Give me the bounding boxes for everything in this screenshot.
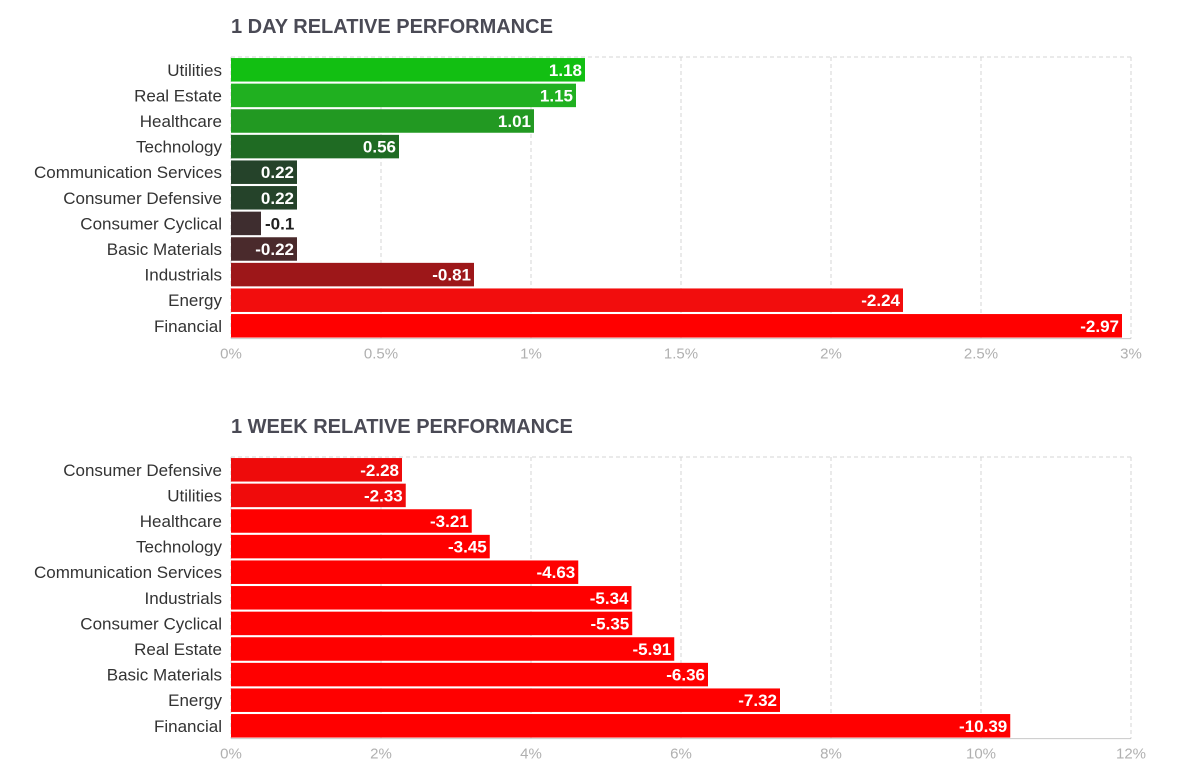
category-label: Energy — [168, 691, 222, 710]
category-label: Technology — [136, 538, 223, 557]
chart-title: 1 WEEK RELATIVE PERFORMANCE — [231, 416, 573, 438]
x-tick-label: 2.5% — [964, 346, 998, 363]
category-label: Real Estate — [134, 86, 222, 105]
bar — [231, 186, 297, 210]
category-label: Industrials — [145, 589, 222, 608]
bar — [231, 560, 579, 584]
category-label: Financial — [154, 717, 222, 736]
data-label: -10.39 — [959, 717, 1007, 736]
data-label: -0.22 — [255, 240, 294, 259]
bar — [231, 637, 675, 661]
category-label: Healthcare — [140, 512, 222, 531]
category-label: Energy — [168, 291, 222, 310]
bar — [231, 314, 1122, 338]
data-label: -6.36 — [666, 666, 705, 685]
data-label: 1.15 — [540, 86, 573, 105]
bar — [231, 688, 780, 712]
x-tick-label: 2% — [820, 346, 842, 363]
data-label: -5.34 — [590, 589, 629, 608]
x-tick-label: 4% — [520, 746, 542, 763]
bar — [231, 237, 297, 261]
category-label: Communication Services — [34, 563, 222, 582]
x-tick-label: 0% — [220, 746, 242, 763]
x-tick-label: 10% — [966, 746, 996, 763]
data-label: -3.45 — [448, 538, 487, 557]
bar — [231, 714, 1011, 738]
data-label: -5.91 — [633, 640, 672, 659]
bar — [231, 534, 490, 559]
data-label: -7.32 — [738, 691, 777, 710]
data-label: 1.18 — [549, 61, 582, 80]
chart-title: 1 DAY RELATIVE PERFORMANCE — [231, 16, 553, 38]
category-label: Industrials — [145, 266, 222, 285]
data-label: -2.97 — [1080, 317, 1119, 336]
day-performance-chart: 0% 0.5% 1% 1.5% 2% 2.5% 3% Utilities 1.18 Real Es… — [34, 56, 1142, 363]
data-label: -0.81 — [432, 266, 471, 285]
x-tick-label: 0% — [220, 346, 242, 363]
x-tick-label: 1% — [520, 346, 542, 363]
category-label: Real Estate — [134, 640, 222, 659]
category-label: Utilities — [167, 486, 222, 505]
data-label: -5.35 — [591, 614, 630, 633]
bar — [231, 109, 534, 133]
category-label: Consumer Defensive — [63, 189, 222, 208]
data-label: 1.01 — [498, 112, 531, 131]
x-tick-label: 2% — [370, 746, 392, 763]
x-tick-label: 1.5% — [664, 346, 698, 363]
category-label: Consumer Cyclical — [80, 214, 222, 233]
category-label: Utilities — [167, 61, 222, 80]
data-label: -2.24 — [861, 291, 900, 310]
week-performance-chart: 0% 2% 4% 6% 8% 10% 12% Consumer Defensive -2.28 U… — [34, 456, 1146, 763]
data-label: -4.63 — [537, 563, 576, 582]
bar — [231, 586, 632, 610]
category-label: Basic Materials — [107, 666, 222, 685]
bar — [231, 83, 576, 108]
bar — [231, 160, 297, 184]
bar — [231, 262, 474, 287]
bar — [231, 288, 903, 312]
bar — [231, 211, 261, 236]
category-label: Basic Materials — [107, 240, 222, 259]
x-tick-label: 8% — [820, 746, 842, 763]
x-tick-label: 0.5% — [364, 346, 398, 363]
bar — [231, 611, 633, 636]
bar — [231, 134, 399, 159]
data-label: -2.33 — [364, 486, 403, 505]
category-label: Financial — [154, 317, 222, 336]
bar — [231, 458, 402, 482]
data-label: -3.21 — [430, 512, 469, 531]
bar — [231, 509, 472, 533]
category-label: Technology — [136, 138, 223, 157]
category-label: Healthcare — [140, 112, 222, 131]
category-label: Consumer Cyclical — [80, 614, 222, 633]
data-label: -0.1 — [265, 214, 294, 233]
data-label: 0.22 — [261, 163, 294, 182]
x-tick-label: 12% — [1116, 746, 1146, 763]
category-label: Consumer Defensive — [63, 461, 222, 480]
day-performance-panel: 1 DAY RELATIVE PERFORMANCE 0% 0.5% 1% 1.5% 2… — [0, 0, 1179, 380]
category-label: Communication Services — [34, 163, 222, 182]
bar — [231, 483, 406, 508]
data-label: 0.22 — [261, 189, 294, 208]
week-performance-panel: 1 WEEK RELATIVE PERFORMANCE 0% 2% 4% 6% 8% 10… — [0, 400, 1179, 771]
bar — [231, 662, 708, 687]
data-label: -2.28 — [360, 461, 399, 480]
x-tick-label: 3% — [1120, 346, 1142, 363]
x-tick-label: 6% — [670, 746, 692, 763]
bar — [231, 58, 585, 82]
data-label: 0.56 — [363, 138, 396, 157]
